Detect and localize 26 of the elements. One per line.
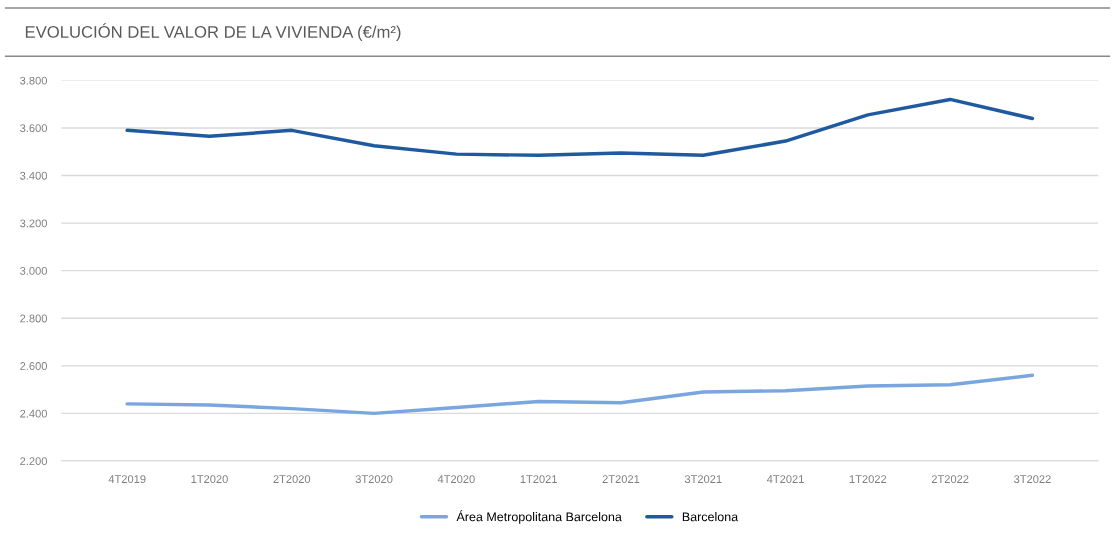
y-tick-label: 3.400 (20, 171, 47, 180)
y-tick-label: 3.600 (20, 124, 47, 133)
line-series (125, 373, 1035, 416)
y-tick-label: 3.200 (20, 219, 47, 228)
y-tick-label: 2.600 (20, 362, 47, 370)
x-tick-label: 4T2021 (766, 475, 804, 484)
y-tick-label: 2.400 (20, 409, 47, 418)
y-tick-label: 2.200 (20, 457, 47, 466)
x-tick-label: 2T2020 (273, 475, 311, 484)
legend-label: Área Metropolitana Barcelona (456, 510, 622, 524)
x-tick-label: 3T2021 (684, 475, 722, 484)
x-tick-label: 2T2022 (931, 475, 969, 484)
y-tick-label: 3.000 (20, 266, 47, 275)
chart-title: EVOLUCIÓN DEL VALOR DE LA VIVIENDA (€/m²) (25, 23, 401, 42)
x-tick-label: 1T2022 (849, 475, 887, 484)
x-tick-label: 4T2019 (108, 475, 146, 484)
x-tick-label: 3T2022 (1014, 475, 1051, 484)
x-tick-label: 4T2020 (437, 475, 475, 484)
y-tick-label: 2.800 (20, 314, 47, 323)
y-tick-label: 3.800 (20, 76, 47, 85)
x-tick-label: 1T2020 (191, 475, 228, 484)
x-tick-label: 1T2021 (520, 475, 557, 484)
line-series (125, 97, 1035, 158)
x-tick-label: 3T2020 (355, 475, 393, 484)
legend-label: Barcelona (682, 512, 739, 522)
x-tick-label: 2T2021 (602, 475, 640, 484)
